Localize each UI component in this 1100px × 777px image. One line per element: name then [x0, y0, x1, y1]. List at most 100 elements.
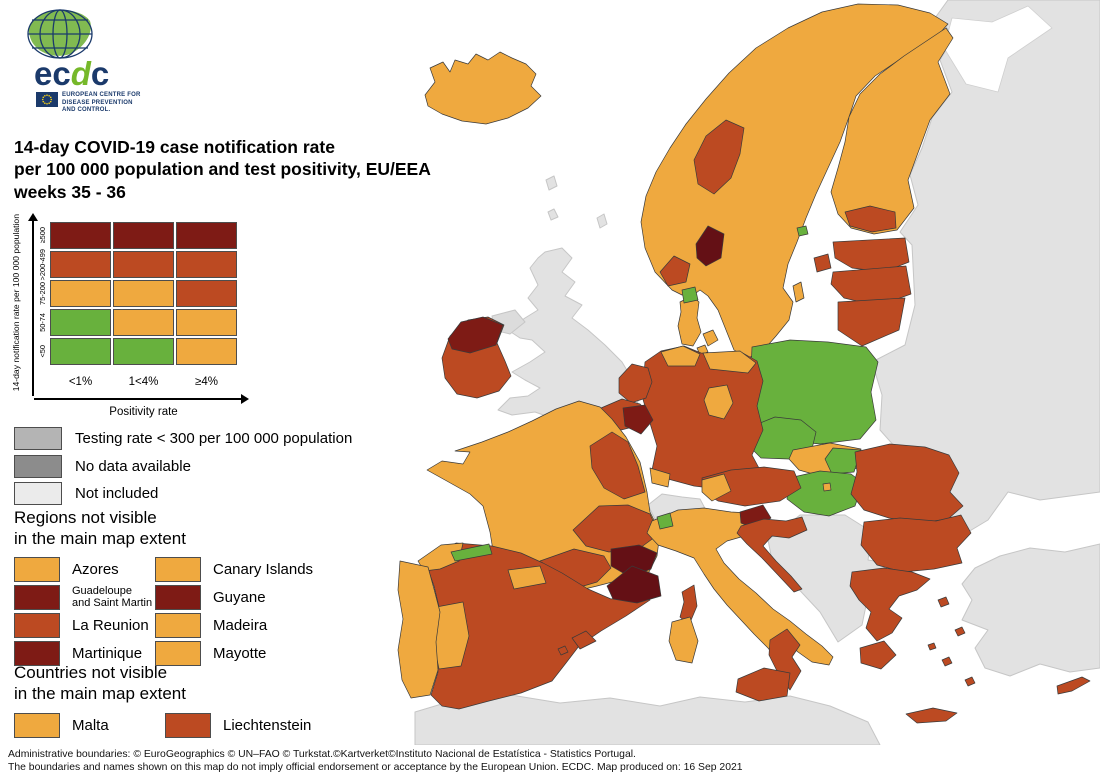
matrix-col-label-1: 1<4%	[128, 376, 159, 388]
legend-label: Liechtenstein	[223, 716, 312, 734]
matrix-cell-r4-c1	[113, 338, 174, 365]
lithuania-region	[837, 297, 906, 347]
legend-swatch	[155, 613, 201, 639]
legend-label: Not included	[75, 485, 159, 502]
title-line-3: weeks 35 - 36	[14, 181, 126, 202]
legend-item: Guyane	[155, 584, 344, 610]
legend-swatch	[14, 556, 60, 582]
iceland-region	[424, 51, 542, 125]
brand-letter: e	[34, 55, 53, 92]
matrix-cells	[50, 222, 237, 365]
saaremaa-region	[813, 253, 832, 273]
legend-swatch	[165, 712, 211, 738]
greece-region	[849, 567, 931, 670]
matrix-cell-r2-c0	[50, 280, 111, 307]
legend-swatch	[14, 454, 62, 478]
x-axis-arrow-icon	[241, 394, 249, 404]
legend-swatch	[14, 482, 62, 505]
matrix-cell-r1-c1	[113, 251, 174, 278]
mecklenburg-region	[702, 350, 757, 374]
budapest-region	[822, 482, 832, 492]
brand-letter: c	[90, 55, 110, 92]
north-africa-region	[414, 693, 881, 745]
legend-label: Malta	[72, 716, 109, 734]
legend-label: Canary Islands	[213, 560, 314, 578]
footer-line-2: The boundaries and names shown on this m…	[8, 761, 743, 773]
trondelag-region	[693, 119, 745, 195]
y-axis-line	[32, 220, 34, 396]
legend-item: Madeira	[155, 613, 344, 639]
matrix-y-axis-label: 14-day notification rate per 100 000 pop…	[11, 214, 21, 392]
crete-region	[905, 707, 958, 724]
matrix-cell-r0-c1	[113, 222, 174, 249]
status-legend-item: Testing rate < 300 per 100 000 populatio…	[14, 427, 352, 450]
schleswig-holstein-region	[660, 345, 701, 367]
netherlands-region	[618, 363, 653, 404]
faroe-shetland-region	[545, 175, 608, 229]
great-britain-region	[497, 247, 639, 419]
matrix-cell-r4-c0	[50, 338, 111, 365]
south-italy-region	[768, 628, 802, 691]
legend-label: Guadeloupe and Saint Martin	[72, 584, 153, 610]
gotland-region	[792, 281, 805, 303]
catalonia-region	[606, 565, 662, 604]
saxony-anhalt-region	[703, 384, 734, 420]
status-legend-item: Not included	[14, 482, 352, 505]
sardinia-region	[668, 616, 699, 664]
legend-label: Mayotte	[213, 645, 267, 663]
title-line-2: per 100 000 population and test positivi…	[14, 159, 431, 180]
matrix-cell-r1-c2	[176, 251, 237, 278]
footer-line-1: Administrative boundaries: © EuroGeograp…	[8, 749, 636, 760]
matrix-row-label-1: >200-499	[37, 248, 47, 281]
matrix-row-label-3: 50-74	[37, 313, 47, 332]
balearics-region	[557, 630, 597, 656]
countries-heading: Countries not visible in the main map ex…	[14, 663, 186, 704]
legend-swatch	[14, 584, 60, 610]
legend-item: Martinique	[14, 641, 155, 667]
legend-swatch	[14, 641, 60, 667]
ecdc-org-name: EUROPEAN CENTRE FOR DISEASE PREVENTION A…	[62, 92, 141, 113]
rate-positivity-matrix-legend: 14-day notification rate per 100 000 pop…	[10, 210, 270, 428]
croatia-region	[736, 516, 808, 593]
matrix-x-axis-label: Positivity rate	[109, 406, 178, 418]
matrix-col-label-0: <1%	[68, 376, 93, 388]
tyrol-region	[701, 473, 732, 502]
wallonia-luxembourg-region	[622, 404, 654, 435]
countries-not-visible-section: Countries not visible in the main map ex…	[14, 662, 344, 738]
matrix-cell-r4-c2	[176, 338, 237, 365]
legend-swatch	[155, 556, 201, 582]
y-axis-arrow-icon	[28, 213, 38, 221]
ecdc-wordmark: ecdc	[34, 57, 170, 90]
regions-not-visible-section: Regions not visible in the main map exte…	[14, 507, 344, 667]
regions-heading: Regions not visible in the main map exte…	[14, 508, 186, 549]
matrix-cell-r3-c0	[50, 309, 111, 336]
matrix-row-label-2: 75-200	[37, 281, 47, 305]
matrix-row-labels: ≥500 >200-499 75-200 50-74 <50	[35, 222, 49, 367]
scandinavia-region	[640, 3, 949, 359]
globe-icon	[27, 9, 93, 59]
provence-region	[610, 544, 658, 578]
north-jutland-region	[681, 286, 699, 304]
matrix-col-label-2: ≥4%	[195, 376, 218, 388]
regions-legend-grid: Azores Canary Islands Guadeloupe and Saint…	[14, 556, 344, 667]
matrix-cell-r0-c2	[176, 222, 237, 249]
legend-label: Martinique	[72, 645, 143, 663]
legend-item: Liechtenstein	[165, 712, 344, 738]
oslo-region	[695, 225, 725, 267]
portugal-region	[397, 560, 441, 699]
legend-swatch	[14, 712, 60, 738]
matrix-cell-r2-c1	[113, 280, 174, 307]
legend-item: Canary Islands	[155, 556, 344, 582]
legend-label: Guyane	[213, 588, 266, 606]
grand-est-bourgogne-region	[589, 431, 646, 500]
legend-label: Azores	[72, 560, 119, 578]
legend-item: Malta	[14, 712, 165, 738]
legend-swatch	[14, 613, 60, 639]
cyprus-region	[1056, 676, 1091, 695]
aegean-islands-region	[927, 596, 976, 687]
asturias-region	[450, 543, 493, 562]
legend-swatch	[14, 427, 62, 450]
eu-flag-icon	[36, 92, 58, 107]
status-legend: Testing rate < 300 per 100 000 populatio…	[14, 427, 352, 511]
